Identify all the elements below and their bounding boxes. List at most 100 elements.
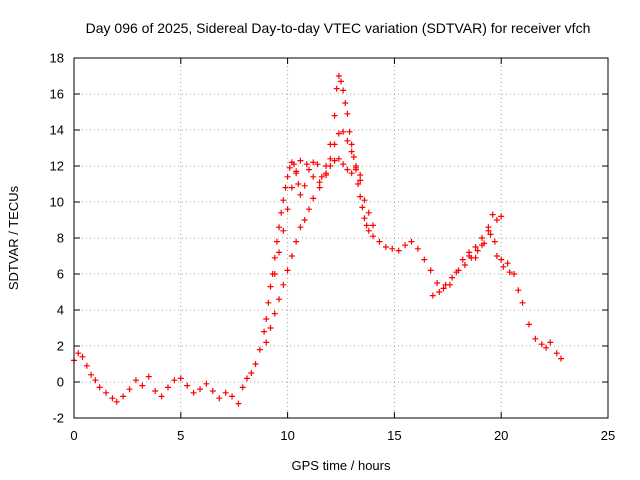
- data-point: [278, 209, 285, 216]
- x-tick-label: 20: [494, 428, 508, 443]
- data-point: [350, 154, 357, 160]
- data-point: [389, 245, 396, 252]
- data-point: [305, 206, 312, 213]
- data-point: [357, 172, 364, 178]
- data-point: [491, 238, 498, 245]
- data-point: [284, 267, 291, 274]
- data-point: [261, 328, 268, 335]
- data-point: [466, 253, 473, 259]
- data-point: [273, 238, 280, 245]
- data-point: [429, 292, 436, 299]
- data-point: [434, 280, 441, 286]
- data-point: [265, 299, 272, 306]
- data-point: [171, 377, 178, 384]
- data-point: [543, 344, 550, 351]
- data-point: [474, 247, 481, 254]
- data-point: [310, 159, 317, 166]
- data-point: [152, 388, 159, 394]
- data-point: [472, 244, 479, 250]
- data-point: [348, 141, 355, 148]
- y-tick-label: 6: [57, 267, 64, 282]
- data-point: [318, 173, 325, 180]
- data-point: [525, 321, 532, 328]
- plot-frame: [73, 57, 609, 419]
- data-point: [344, 137, 351, 144]
- data-point: [197, 386, 204, 393]
- data-point: [75, 350, 82, 357]
- data-point: [340, 87, 347, 94]
- data-point: [295, 181, 302, 187]
- data-point: [316, 184, 323, 191]
- data-point: [280, 281, 287, 288]
- data-point: [280, 197, 287, 204]
- data-point: [487, 231, 494, 238]
- data-point: [209, 388, 216, 394]
- data-point: [449, 274, 456, 281]
- data-point: [310, 173, 317, 180]
- data-point: [331, 141, 338, 148]
- data-point: [284, 206, 291, 213]
- data-point: [286, 164, 293, 171]
- data-point: [301, 217, 308, 223]
- data-point: [158, 393, 165, 400]
- data-point: [500, 263, 507, 270]
- data-point: [229, 393, 236, 400]
- data-point: [344, 110, 351, 117]
- data-point: [485, 224, 492, 231]
- data-point: [303, 161, 310, 168]
- data-point: [126, 386, 133, 393]
- data-point: [506, 269, 513, 276]
- y-tick-label: 0: [57, 375, 64, 390]
- data-point: [402, 242, 409, 249]
- y-tick-label: 16: [50, 87, 64, 102]
- data-point: [235, 400, 242, 407]
- data-point: [370, 222, 377, 229]
- data-point: [310, 195, 317, 202]
- data-point: [280, 227, 287, 234]
- data-point: [263, 316, 270, 322]
- data-point: [455, 267, 462, 274]
- data-point: [440, 285, 447, 292]
- data-point: [515, 287, 522, 294]
- data-point: [109, 395, 116, 402]
- x-tick-label: 0: [70, 428, 77, 443]
- data-point: [342, 100, 349, 106]
- data-point: [177, 375, 184, 382]
- data-point: [83, 362, 90, 369]
- data-point: [284, 173, 291, 180]
- x-axis-label: GPS time / hours: [292, 458, 391, 473]
- data-point: [327, 155, 334, 162]
- data-point: [297, 157, 304, 164]
- data-point: [493, 217, 500, 223]
- x-tick-label: 5: [177, 428, 184, 443]
- data-point: [348, 148, 355, 155]
- data-point: [288, 253, 295, 259]
- data-point: [558, 355, 565, 362]
- data-point: [276, 296, 283, 303]
- data-point: [376, 238, 383, 245]
- data-point: [395, 247, 402, 254]
- data-point: [361, 215, 368, 222]
- data-point: [421, 256, 428, 263]
- data-point: [504, 260, 511, 267]
- data-point: [414, 245, 421, 252]
- data-point: [301, 182, 308, 189]
- data-point: [297, 224, 304, 231]
- data-point: [346, 128, 353, 135]
- data-point: [276, 249, 283, 256]
- data-point: [461, 262, 468, 268]
- data-point: [145, 373, 152, 380]
- data-point: [340, 128, 347, 135]
- data-point: [88, 371, 95, 378]
- data-point: [481, 240, 488, 247]
- data-point: [335, 73, 342, 79]
- data-point: [365, 209, 372, 216]
- y-tick-label: 12: [50, 159, 64, 174]
- data-point: [340, 161, 347, 168]
- data-point: [344, 166, 351, 173]
- data-point: [92, 377, 99, 384]
- data-point: [216, 395, 223, 402]
- data-point: [184, 382, 191, 389]
- data-point: [493, 253, 500, 259]
